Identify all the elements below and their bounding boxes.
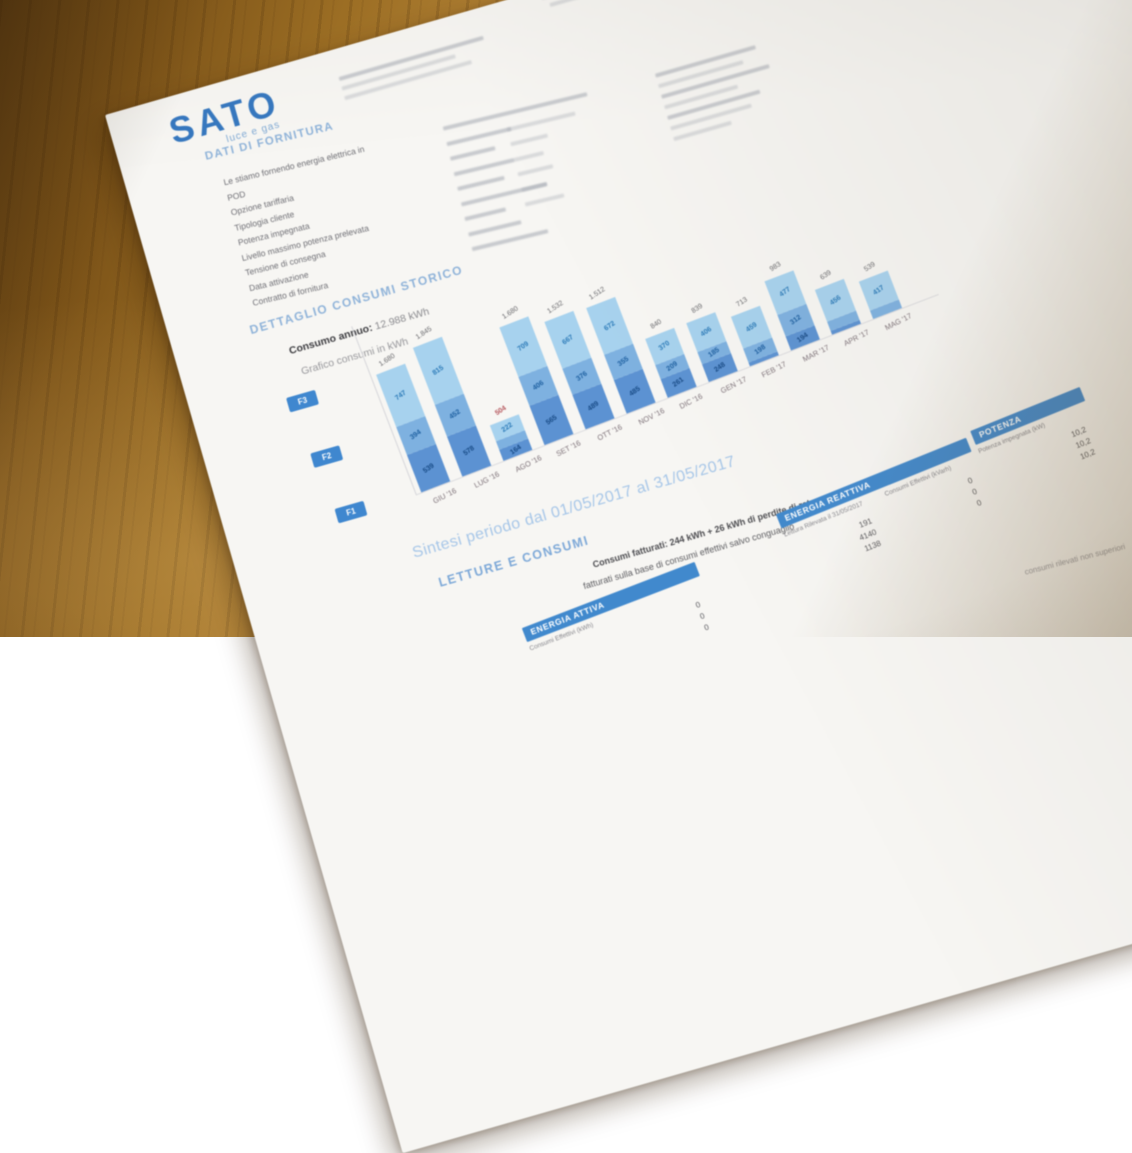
x-axis-month-label: LUG '16 bbox=[472, 469, 500, 489]
x-axis-month-label: OTT '16 bbox=[596, 422, 624, 442]
x-axis-month-label: DIC '16 bbox=[678, 392, 704, 411]
supply-row-label: POD bbox=[226, 188, 246, 202]
x-axis-month-label: SET '16 bbox=[555, 438, 583, 458]
bar-segment-f3: 709 bbox=[499, 316, 547, 377]
bar-segment-f3: 747 bbox=[376, 364, 425, 427]
bar-segment-f3: 667 bbox=[544, 311, 591, 369]
x-axis-month-label: GIU '16 bbox=[431, 486, 458, 505]
x-axis-month-label: GEN '17 bbox=[719, 374, 748, 395]
bar-segment-f3: 672 bbox=[586, 297, 633, 355]
x-axis-month-label: FEB '17 bbox=[760, 359, 788, 379]
legend-chip-f1: F1 bbox=[334, 501, 367, 524]
invoice-paper-sheet: SATO luce e gas DATI DI FORNITURA Le sti… bbox=[105, 0, 1132, 1153]
x-axis-month-label: APR '17 bbox=[842, 328, 870, 348]
legend-chip-f2: F2 bbox=[310, 445, 343, 468]
legend-chip-f3: F3 bbox=[286, 390, 319, 413]
x-axis-month-label: NOV '16 bbox=[637, 406, 666, 427]
margin-note: consumi rilevati non superiori bbox=[1024, 542, 1127, 577]
bar-segment-f3: 815 bbox=[413, 336, 464, 404]
